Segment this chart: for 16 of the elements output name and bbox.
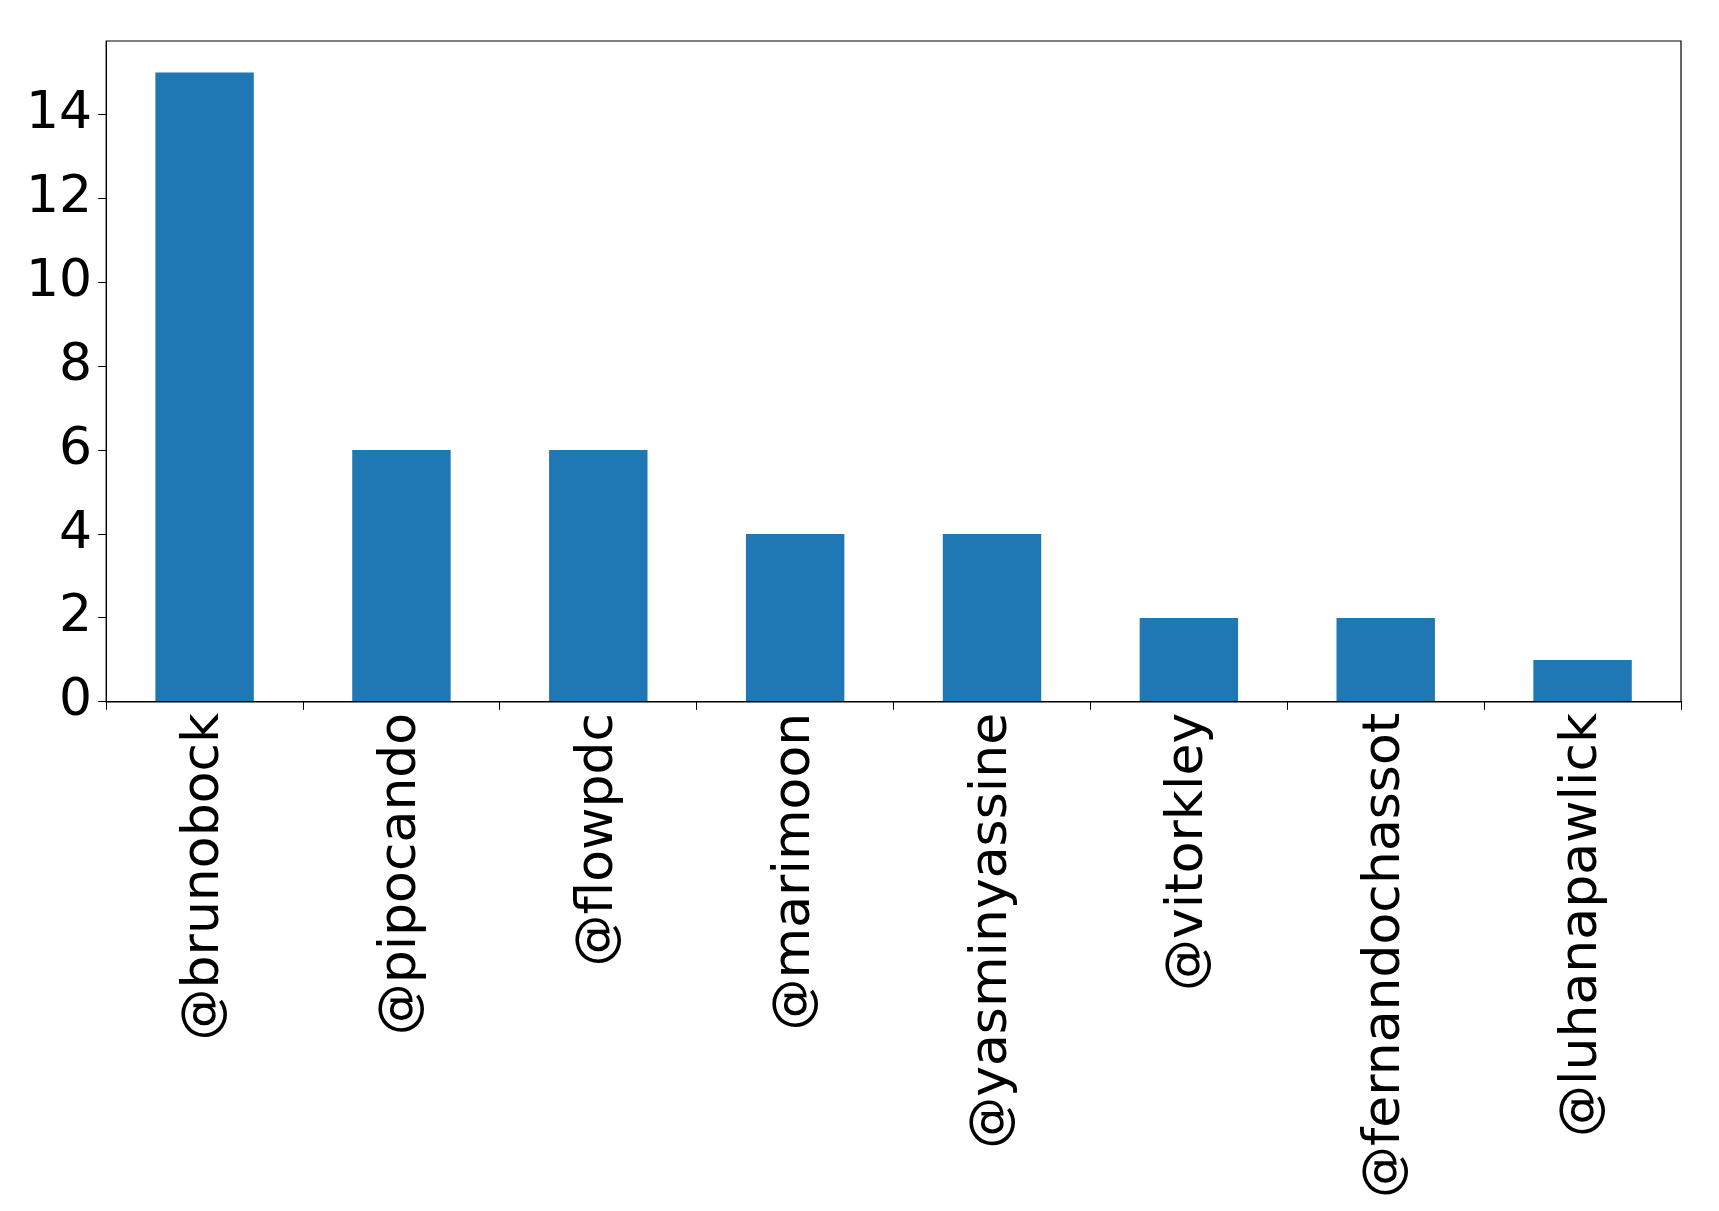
- x-tick-label: @vitorkley: [1154, 712, 1215, 991]
- x-tick-label: @flowpdc: [563, 712, 624, 967]
- x-tick-label: @luhanapawlick: [1548, 712, 1609, 1137]
- x-tick-label: @brunobock: [170, 712, 231, 1041]
- y-tick-label: 6: [59, 415, 93, 476]
- x-tick-label: @marimoon: [760, 712, 821, 1031]
- y-tick-label: 0: [59, 667, 93, 728]
- y-tick-label: 12: [26, 163, 93, 224]
- y-tick-label: 10: [26, 247, 93, 308]
- x-tick-label: @fernandochassot: [1351, 712, 1412, 1199]
- y-tick-label: 8: [59, 331, 93, 392]
- y-tick-label: 14: [26, 79, 93, 140]
- y-tick-label: 4: [59, 499, 93, 560]
- x-tick-label: @yasminyassine: [957, 712, 1018, 1149]
- y-tick-label: 2: [59, 583, 93, 644]
- x-tick-label: @pipocando: [366, 712, 427, 1036]
